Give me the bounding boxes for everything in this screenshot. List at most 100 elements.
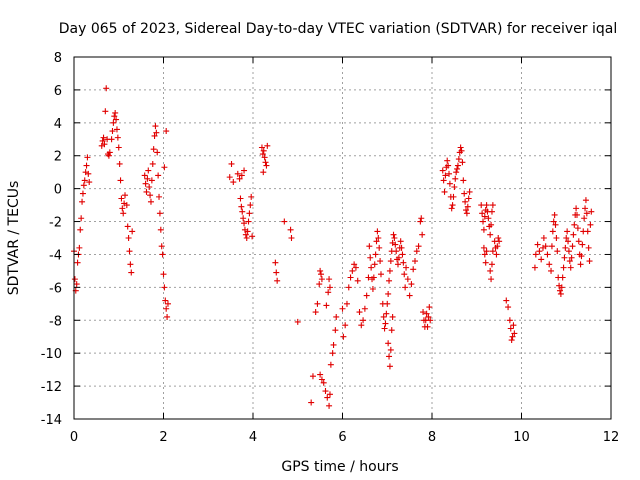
data-point xyxy=(550,218,557,225)
data-point xyxy=(150,146,157,153)
data-point xyxy=(239,208,246,215)
data-point xyxy=(389,313,396,320)
data-point xyxy=(114,134,121,141)
data-point xyxy=(329,350,336,357)
data-point xyxy=(320,379,327,386)
data-point xyxy=(153,129,160,136)
data-point xyxy=(380,313,387,320)
data-point xyxy=(505,304,512,311)
data-point xyxy=(420,309,427,316)
data-point xyxy=(84,154,91,161)
data-point xyxy=(479,210,486,217)
data-point xyxy=(564,228,571,235)
data-point xyxy=(465,195,472,202)
data-point xyxy=(386,277,393,284)
data-point xyxy=(238,172,245,179)
data-point xyxy=(439,167,446,174)
data-point xyxy=(156,193,163,200)
data-point xyxy=(245,218,252,225)
data-point xyxy=(161,284,168,291)
data-point xyxy=(163,128,170,135)
data-point xyxy=(164,313,171,320)
data-point xyxy=(406,292,413,299)
y-tick-label: -8 xyxy=(49,314,62,329)
data-point xyxy=(243,235,250,241)
data-point xyxy=(481,251,488,258)
data-point xyxy=(374,228,381,235)
data-point xyxy=(260,147,267,154)
data-point xyxy=(111,113,118,120)
data-point xyxy=(326,391,333,398)
chart-title: Day 065 of 2023, Sidereal Day-to-day VTE… xyxy=(59,21,617,37)
data-point xyxy=(152,123,159,130)
data-point xyxy=(108,136,115,143)
y-tick-label: -2 xyxy=(49,216,62,231)
data-point xyxy=(342,322,349,329)
data-point xyxy=(325,289,332,296)
y-tick-label: -10 xyxy=(41,347,62,362)
data-point xyxy=(441,188,448,195)
data-point xyxy=(249,233,256,240)
data-point xyxy=(318,276,325,283)
data-point xyxy=(582,205,589,212)
data-point xyxy=(377,271,384,278)
data-point xyxy=(578,253,585,260)
data-point xyxy=(552,221,559,228)
data-point xyxy=(141,172,148,179)
data-point xyxy=(261,154,268,161)
data-point xyxy=(118,195,125,202)
data-point xyxy=(390,231,397,238)
data-point xyxy=(226,174,233,181)
data-point xyxy=(332,327,339,334)
data-point xyxy=(450,193,457,200)
data-point xyxy=(76,244,83,251)
data-point xyxy=(164,300,171,307)
x-tick-label: 4 xyxy=(249,430,257,445)
data-point xyxy=(478,202,485,209)
data-point xyxy=(241,220,248,227)
data-point xyxy=(454,165,461,172)
data-point xyxy=(79,198,86,205)
data-point xyxy=(459,159,466,166)
data-point xyxy=(273,269,280,276)
data-point xyxy=(392,241,399,248)
data-point xyxy=(262,159,269,166)
data-point xyxy=(410,266,417,273)
data-point xyxy=(496,238,503,245)
data-point xyxy=(489,248,496,255)
data-point xyxy=(538,256,545,263)
data-point xyxy=(393,248,400,255)
data-point xyxy=(237,195,244,202)
data-point xyxy=(458,147,465,154)
data-point xyxy=(426,304,433,311)
data-point xyxy=(113,126,120,133)
data-point xyxy=(162,297,169,304)
data-point xyxy=(586,258,593,265)
data-point xyxy=(480,244,487,251)
data-point xyxy=(272,259,279,266)
data-point xyxy=(566,258,573,265)
data-point xyxy=(495,235,502,241)
data-point xyxy=(401,271,408,278)
data-point xyxy=(487,267,494,274)
data-point xyxy=(562,244,569,251)
data-point xyxy=(259,151,266,158)
data-point xyxy=(281,218,288,225)
axis-ticks xyxy=(73,56,612,420)
data-point xyxy=(395,254,402,261)
data-point xyxy=(536,248,543,255)
data-point xyxy=(403,264,410,271)
data-point xyxy=(263,162,270,169)
data-point xyxy=(309,373,316,380)
data-point xyxy=(322,388,329,395)
data-point xyxy=(244,228,251,235)
data-point xyxy=(127,261,134,268)
data-point xyxy=(583,210,590,217)
data-point xyxy=(493,251,500,258)
data-point xyxy=(80,182,87,189)
data-point xyxy=(531,264,538,271)
y-tick-label: -4 xyxy=(49,248,62,263)
data-point xyxy=(455,156,462,163)
data-point xyxy=(446,170,453,177)
data-point xyxy=(351,261,358,268)
